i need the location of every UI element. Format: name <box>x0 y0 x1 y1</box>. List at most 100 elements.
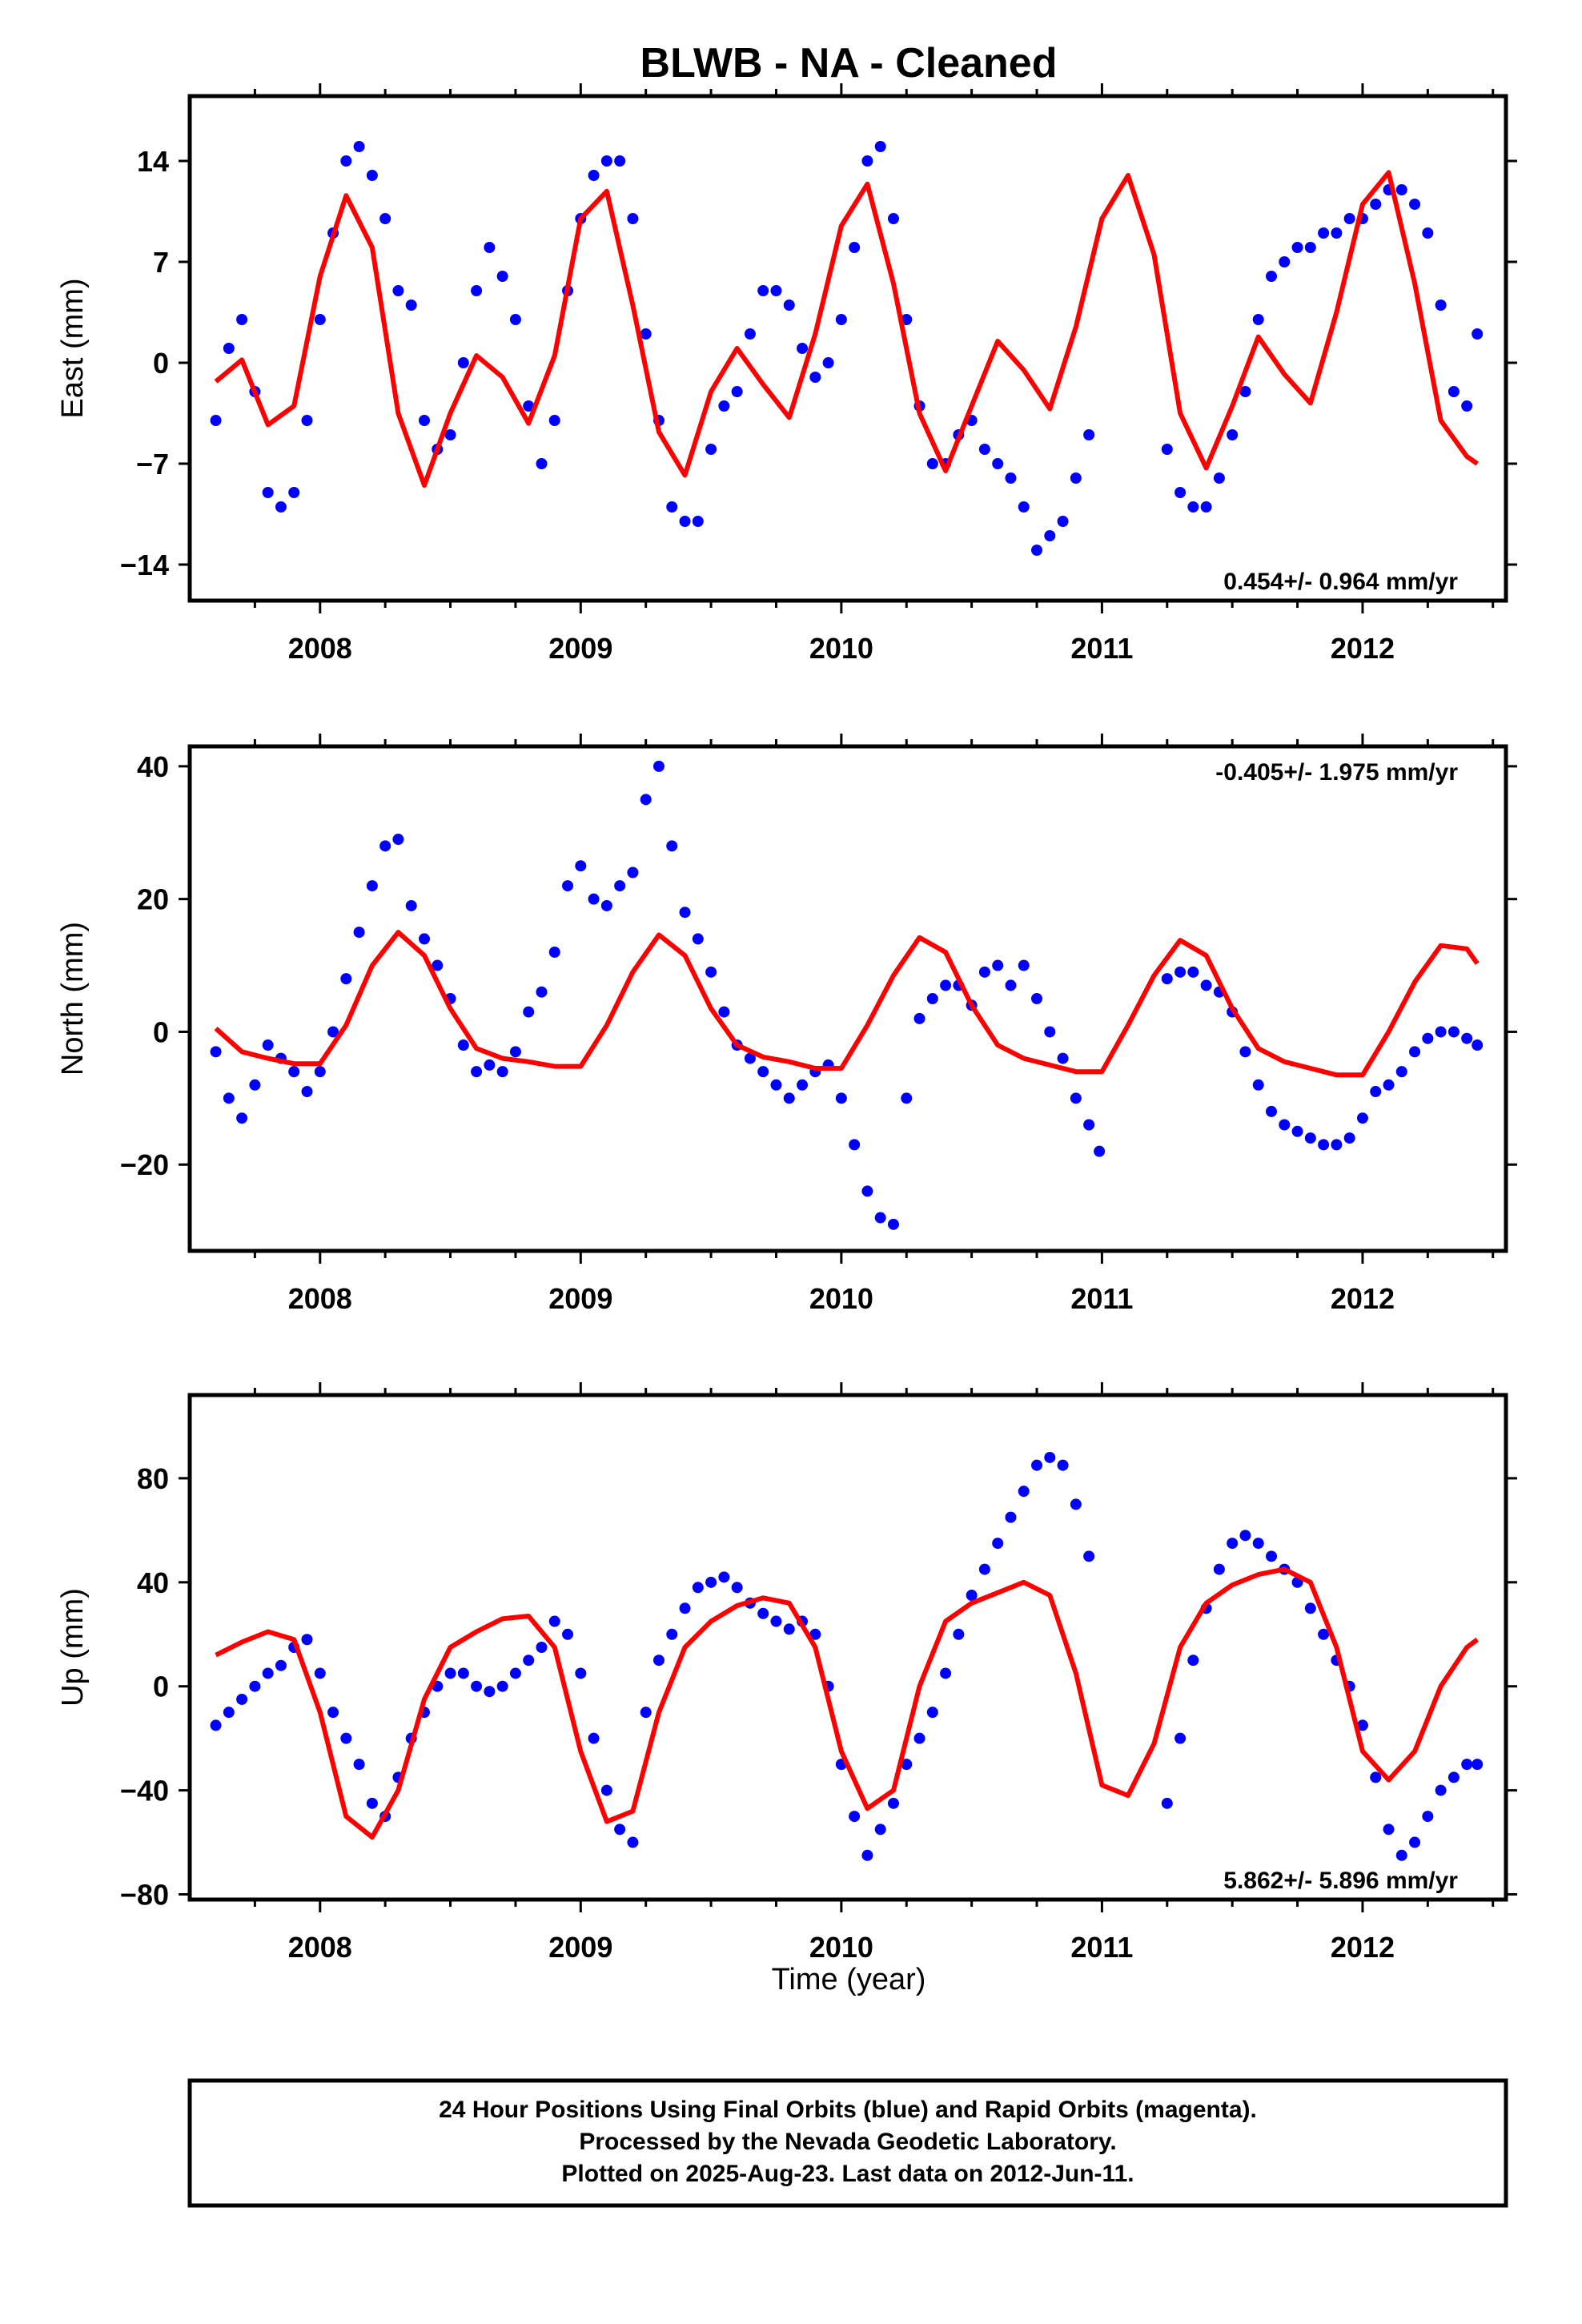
north-data-point <box>1044 1026 1056 1038</box>
east-y-tick-label: −14 <box>120 549 169 581</box>
north-y-axis-label: North (mm) <box>56 922 90 1076</box>
east-data-point <box>262 487 274 498</box>
east-data-point <box>1304 242 1316 253</box>
up-data-point <box>301 1634 313 1646</box>
north-data-point <box>1304 1132 1316 1144</box>
north-x-tick-label: 2012 <box>1331 1282 1395 1315</box>
up-data-point <box>770 1615 782 1627</box>
up-data-point <box>1213 1563 1225 1575</box>
north-data-point <box>744 1052 756 1064</box>
north-data-point <box>288 1066 300 1078</box>
east-data-point <box>640 328 652 340</box>
east-data-point <box>978 444 990 455</box>
up-plot-area <box>210 1451 1484 1861</box>
up-x-tick-label: 2010 <box>809 1931 873 1964</box>
east-frame <box>187 94 1508 603</box>
east-data-point <box>523 400 535 412</box>
east-data-point <box>783 300 795 311</box>
east-data-point <box>1422 227 1434 239</box>
up-data-point <box>718 1571 730 1583</box>
up-data-point <box>1370 1771 1382 1783</box>
north-data-point <box>679 907 691 919</box>
east-data-point <box>536 458 548 469</box>
east-data-point <box>444 429 456 440</box>
up-data-point <box>705 1576 717 1588</box>
up-data-point <box>1187 1655 1199 1667</box>
up-data-point <box>1057 1459 1069 1471</box>
east-data-point <box>1057 516 1069 527</box>
east-data-point <box>705 444 717 455</box>
east-y-tick-label: 0 <box>153 347 169 380</box>
east-x-tick-label: 2011 <box>1070 632 1133 665</box>
up-data-point <box>1461 1759 1473 1771</box>
up-data-point <box>849 1811 861 1823</box>
up-data-point <box>731 1582 743 1594</box>
up-data-point <box>1318 1628 1330 1640</box>
east-data-point <box>353 141 365 152</box>
east-data-point <box>1409 199 1421 210</box>
east-data-point <box>926 458 938 469</box>
north-data-point <box>600 899 612 911</box>
east-x-tick-label: 2012 <box>1331 632 1395 665</box>
up-data-point <box>901 1759 913 1771</box>
east-data-point <box>1318 227 1330 239</box>
north-data-point <box>1187 966 1199 978</box>
up-data-point <box>940 1667 952 1679</box>
up-data-point <box>1356 1719 1368 1731</box>
east-data-point <box>1083 429 1095 440</box>
up-data-point <box>1083 1550 1095 1562</box>
north-rate-label: -0.405+/- 1.975 mm/yr <box>1215 759 1458 786</box>
east-data-point <box>1005 472 1017 484</box>
up-data-point <box>953 1628 965 1640</box>
up-data-point <box>588 1732 600 1744</box>
north-data-point <box>652 760 665 772</box>
east-y-tick-label: 7 <box>153 246 169 279</box>
east-data-point <box>835 314 847 325</box>
east-panel: 2008 2009 2010 2011 2012 −14 −7 0 7 14 East (mm) 0.… <box>56 83 1517 665</box>
up-data-point <box>1174 1732 1186 1744</box>
up-data-point <box>575 1667 587 1679</box>
up-x-tick-label: 2009 <box>548 1931 612 1964</box>
north-data-point <box>849 1139 861 1151</box>
up-data-point <box>562 1628 574 1640</box>
north-data-point <box>1266 1105 1278 1117</box>
east-data-point <box>301 415 313 426</box>
north-data-point <box>223 1092 235 1104</box>
north-data-point <box>913 1012 926 1024</box>
north-data-point <box>992 959 1004 971</box>
north-y-tick-label: 0 <box>153 1015 169 1048</box>
north-data-point <box>1018 959 1030 971</box>
up-y-tick-label: −80 <box>120 1879 169 1912</box>
north-data-point <box>392 834 404 846</box>
up-data-point <box>887 1797 899 1809</box>
north-data-point <box>1409 1046 1421 1058</box>
east-data-point <box>757 285 769 296</box>
up-data-point <box>809 1628 821 1640</box>
up-data-point <box>509 1667 521 1679</box>
up-x-tick-label: 2012 <box>1331 1931 1395 1964</box>
east-data-point <box>1174 487 1186 498</box>
east-data-point <box>744 328 756 340</box>
north-data-point <box>484 1059 496 1071</box>
north-data-point <box>901 1092 913 1104</box>
north-data-point <box>797 1079 809 1091</box>
north-y-tick-label: 20 <box>137 883 169 916</box>
up-x-tick-label: 2011 <box>1070 1931 1133 1964</box>
north-data-point <box>1252 1079 1264 1091</box>
north-data-point <box>471 1066 483 1078</box>
east-data-point <box>366 170 378 181</box>
east-data-point <box>1472 328 1484 340</box>
up-y-tick-label: 80 <box>137 1462 169 1495</box>
up-data-point <box>614 1823 626 1835</box>
up-data-point <box>679 1602 691 1614</box>
north-data-point <box>1031 993 1043 1004</box>
north-y-tick-label: −20 <box>120 1148 169 1181</box>
north-data-point <box>1291 1125 1303 1137</box>
north-x-tick-label: 2011 <box>1070 1282 1133 1315</box>
up-data-point <box>536 1642 548 1653</box>
east-data-point <box>1343 213 1355 224</box>
up-data-point <box>366 1797 378 1809</box>
north-data-point <box>379 840 391 852</box>
north-data-point <box>1331 1139 1343 1151</box>
up-data-point <box>1435 1784 1447 1796</box>
